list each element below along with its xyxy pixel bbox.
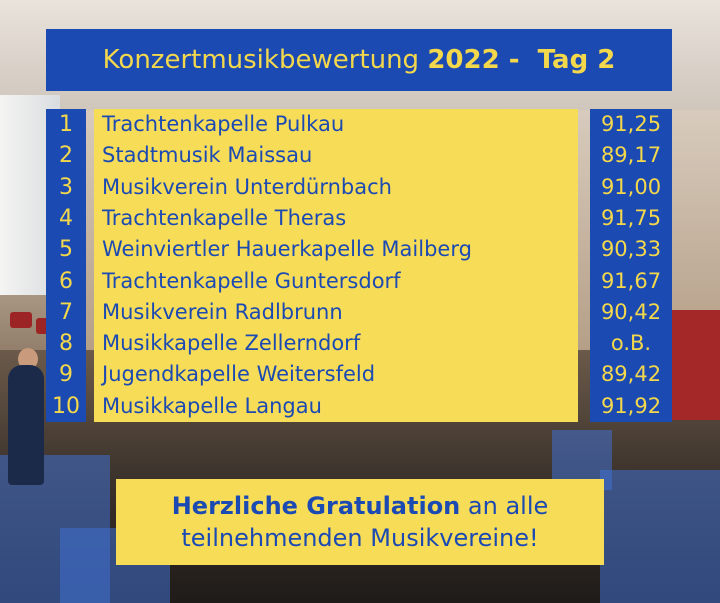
band-name: Trachtenkapelle Pulkau	[102, 109, 582, 140]
band-name: Weinviertler Hauerkapelle Mailberg	[102, 234, 582, 265]
band-name: Musikkapelle Langau	[102, 391, 582, 422]
conductor	[8, 365, 44, 485]
rank-number: 5	[46, 234, 86, 265]
band-name: Musikkapelle Zellerndorf	[102, 328, 582, 359]
band-name: Trachtenkapelle Theras	[102, 203, 582, 234]
rank-number: 1	[46, 109, 86, 140]
score-value: 91,25	[590, 109, 672, 140]
title-bar: Konzertmusikbewertung 2022 - Tag 2	[46, 29, 672, 91]
score-value: 89,42	[590, 359, 672, 390]
rank-number: 4	[46, 203, 86, 234]
score-column: 91,25 89,17 91,00 91,75 90,33 91,67 90,42 o.B. 8…	[590, 109, 672, 422]
decor-square	[600, 470, 720, 603]
score-value: 90,42	[590, 297, 672, 328]
band-name: Trachtenkapelle Guntersdorf	[102, 266, 582, 297]
score-value: 89,17	[590, 140, 672, 171]
band-name: Musikverein Radlbrunn	[102, 297, 582, 328]
score-value: o.B.	[590, 328, 672, 359]
score-value: 91,67	[590, 266, 672, 297]
congratulations-box: Herzliche Gratulation an alle teilnehmen…	[116, 479, 604, 565]
score-value: 91,00	[590, 172, 672, 203]
score-value: 90,33	[590, 234, 672, 265]
congrats-line1: Herzliche Gratulation an alle	[172, 490, 549, 522]
rank-number: 6	[46, 266, 86, 297]
rank-number: 7	[46, 297, 86, 328]
title-prefix: Konzertmusikbewertung	[103, 45, 428, 75]
page-title: Konzertmusikbewertung 2022 - Tag 2	[46, 29, 672, 91]
red-chair	[10, 312, 32, 328]
score-value: 91,75	[590, 203, 672, 234]
title-year: 2022 - Tag 2	[427, 45, 615, 75]
band-name: Jugendkapelle Weitersfeld	[102, 359, 582, 390]
band-name: Musikverein Unterdürnbach	[102, 172, 582, 203]
congrats-rest: an alle	[460, 492, 548, 520]
rank-number: 9	[46, 359, 86, 390]
rank-number: 8	[46, 328, 86, 359]
score-value: 91,92	[590, 391, 672, 422]
names-panel: Trachtenkapelle Pulkau Stadtmusik Maissau…	[94, 109, 578, 422]
band-name: Stadtmusik Maissau	[102, 140, 582, 171]
congrats-bold: Herzliche Gratulation	[172, 492, 461, 520]
rank-column: 1 2 3 4 5 6 7 8 9 10	[46, 109, 86, 422]
rank-number: 2	[46, 140, 86, 171]
congrats-line2: teilnehmenden Musikvereine!	[181, 522, 538, 554]
rank-number: 3	[46, 172, 86, 203]
rank-number: 10	[46, 391, 86, 422]
